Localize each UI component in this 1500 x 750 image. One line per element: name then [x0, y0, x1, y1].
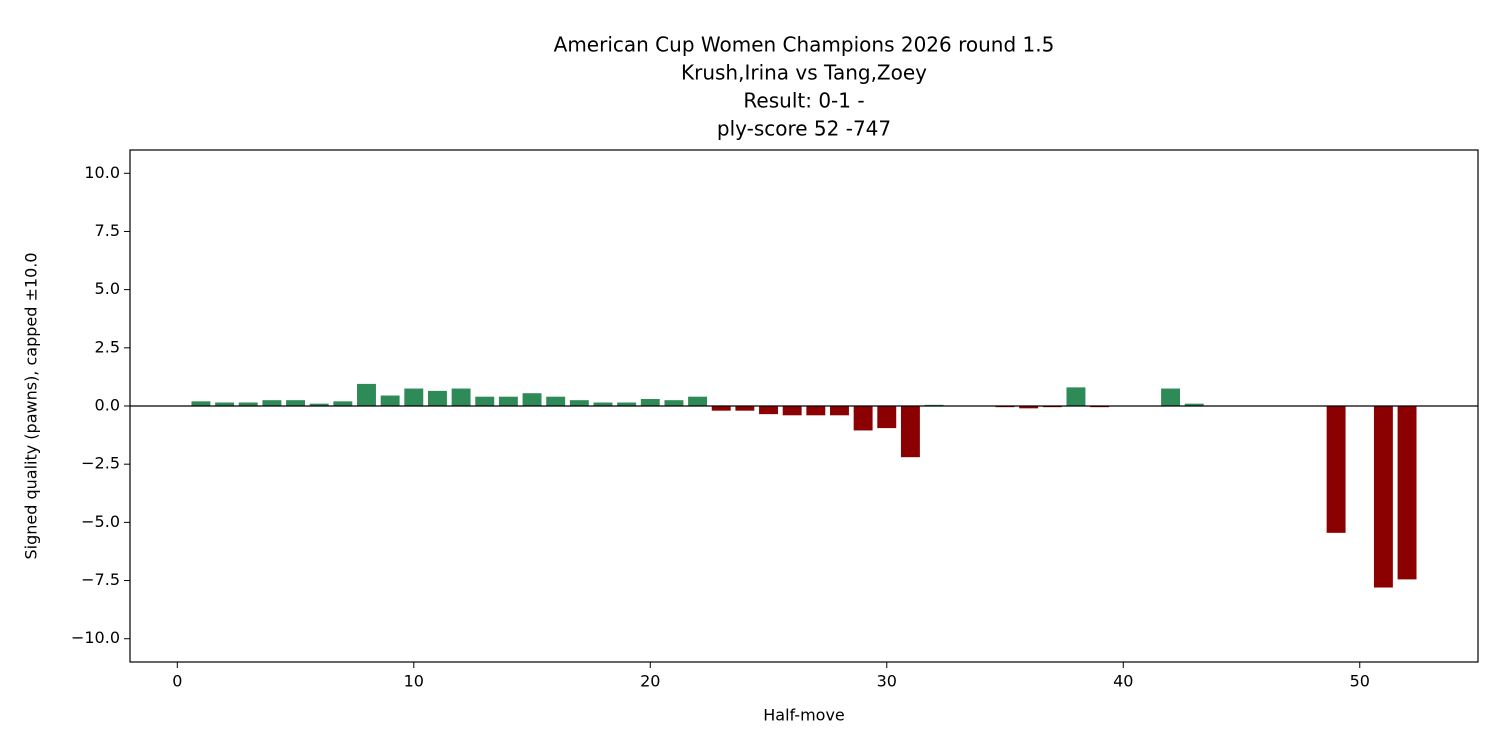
- bar: [427, 390, 447, 406]
- x-tick-label: 10: [404, 672, 424, 691]
- x-axis-label: Half-move: [763, 706, 845, 725]
- bar: [617, 402, 637, 406]
- bar: [806, 406, 826, 416]
- bar: [877, 406, 897, 429]
- bar: [569, 400, 589, 406]
- bar: [522, 393, 542, 406]
- x-tick-label: 50: [1350, 672, 1370, 691]
- x-tick-label: 40: [1113, 672, 1133, 691]
- chart-title: Krush,Irina vs Tang,Zoey: [681, 61, 927, 85]
- bar: [1019, 406, 1039, 409]
- bar: [853, 406, 873, 431]
- bar: [593, 402, 613, 406]
- y-tick-label: −10.0: [71, 628, 120, 647]
- y-tick-label: 5.0: [95, 279, 120, 298]
- y-tick-label: 10.0: [84, 163, 120, 182]
- bar: [1184, 403, 1204, 406]
- x-tick-label: 30: [877, 672, 897, 691]
- bar: [309, 403, 329, 406]
- bar: [640, 399, 660, 406]
- bar: [1373, 406, 1393, 588]
- chart-title: Result: 0-1 -: [743, 89, 864, 113]
- bar: [711, 406, 731, 411]
- bar: [782, 406, 802, 416]
- plot-frame: [129, 149, 1479, 663]
- bar: [357, 383, 376, 406]
- x-tick-label: 0: [172, 672, 182, 691]
- chart-title: ply-score 52 -747: [717, 117, 891, 141]
- y-tick-label: 0.0: [95, 396, 120, 415]
- y-tick-label: 7.5: [95, 221, 120, 240]
- bar: [215, 402, 235, 406]
- bar: [380, 395, 400, 406]
- bar: [404, 388, 424, 406]
- bar: [498, 396, 518, 406]
- bar: [1326, 406, 1346, 533]
- bar: [333, 401, 353, 406]
- bar: [1066, 387, 1086, 406]
- bar: [451, 388, 471, 406]
- bar: [664, 400, 684, 406]
- y-axis-label: Signed quality (pawns), capped ±10.0: [22, 252, 41, 559]
- y-tick-label: −2.5: [81, 454, 120, 473]
- bar: [286, 400, 306, 406]
- bar: [830, 406, 849, 416]
- y-tick-label: −5.0: [81, 512, 120, 531]
- bar: [1397, 406, 1417, 580]
- bar: [546, 396, 566, 406]
- bar: [735, 406, 755, 411]
- chart-title: American Cup Women Champions 2026 round …: [554, 33, 1055, 57]
- x-tick-label: 20: [640, 672, 660, 691]
- bar: [1161, 388, 1181, 406]
- bar: [238, 402, 258, 406]
- bar: [475, 396, 495, 406]
- bar: [759, 406, 778, 415]
- y-tick-label: −7.5: [81, 570, 120, 589]
- bar: [262, 400, 282, 406]
- bar: [900, 406, 920, 458]
- bar: [688, 396, 708, 406]
- bar: [191, 401, 211, 406]
- y-tick-label: 2.5: [95, 337, 120, 356]
